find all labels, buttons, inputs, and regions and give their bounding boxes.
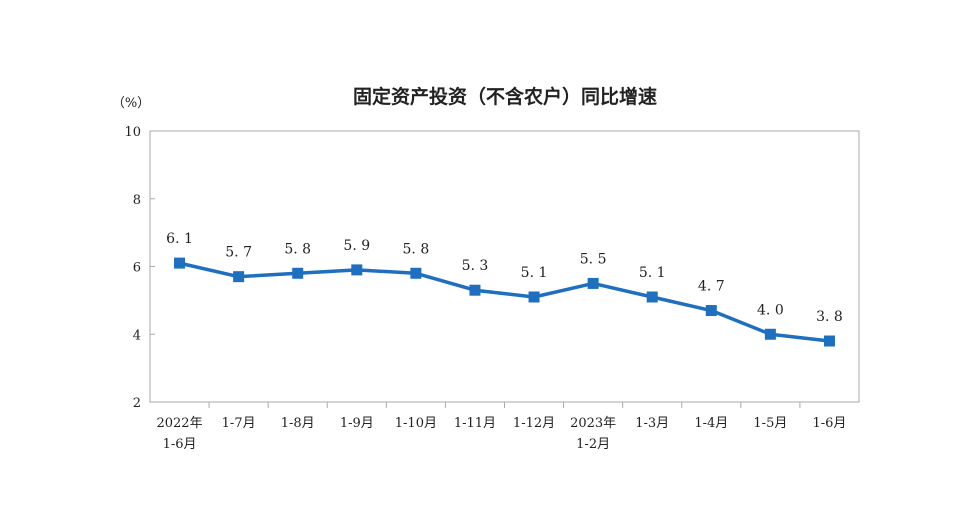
data-label: 5. 8	[403, 241, 430, 257]
x-category-label: 1-9月	[340, 416, 374, 431]
data-point-marker	[410, 267, 422, 279]
x-category-label: 1-8月	[281, 416, 315, 431]
data-point-marker	[705, 305, 717, 317]
x-category-label: 1-2月	[576, 437, 610, 452]
x-category-label: 1-6月	[812, 416, 846, 431]
data-label: 6. 1	[166, 231, 193, 247]
y-tick-label: 6	[133, 261, 141, 276]
x-category-label: 1-10月	[395, 416, 437, 431]
x-category-label: 2022年	[156, 416, 202, 431]
data-point-marker	[351, 264, 363, 276]
y-tick-label: 4	[133, 328, 141, 343]
x-category-label: 2023年	[570, 416, 616, 431]
data-label: 5. 8	[284, 241, 311, 257]
series-line	[177, 261, 832, 343]
data-label: 5. 7	[225, 245, 252, 261]
x-category-label: 1-3月	[635, 416, 669, 431]
data-label: 5. 1	[521, 265, 548, 281]
data-point-marker	[646, 291, 658, 303]
data-label: 4. 0	[757, 302, 784, 318]
chart-title: 固定资产投资（不含农户）同比增速	[353, 85, 657, 108]
x-category-label: 1-5月	[753, 416, 787, 431]
data-label: 4. 7	[698, 279, 725, 295]
x-category-label: 1-12月	[513, 416, 555, 431]
x-category-label: 1-11月	[454, 416, 496, 431]
series-layer: 6. 1 5. 7 5. 8 5. 9 5. 8 5. 3 5. 1 5. 5 5. 1 4. 7…	[166, 231, 843, 347]
y-tick-label: 2	[133, 396, 141, 411]
data-point-marker	[764, 328, 776, 340]
x-category-label: 1-6月	[163, 437, 197, 452]
y-tick-label: 10	[124, 125, 141, 140]
data-point-marker	[233, 271, 245, 283]
data-label: 5. 5	[580, 251, 607, 267]
plot-frame	[149, 130, 860, 403]
data-label: 5. 9	[343, 238, 370, 254]
x-category-label: 1-4月	[694, 416, 728, 431]
x-category-label: 1-7月	[222, 416, 256, 431]
data-label: 3. 8	[816, 309, 843, 325]
data-label: 5. 3	[462, 258, 489, 274]
x-axis-ticks: 2022年 1-6月 1-7月 1-8月 1-9月 1-10月 1-11月 1-12月 2023…	[156, 402, 846, 452]
data-point-marker	[528, 291, 540, 303]
data-point-marker	[174, 257, 186, 269]
y-axis-ticks: 2 4 6 8 10	[124, 125, 155, 411]
data-point-marker	[292, 267, 304, 279]
data-label: 5. 1	[639, 265, 666, 281]
y-unit-label: （%）	[112, 96, 150, 111]
data-point-marker	[469, 284, 481, 296]
data-point-marker	[587, 277, 599, 289]
y-tick-label: 8	[133, 193, 141, 208]
data-point-marker	[823, 335, 835, 347]
